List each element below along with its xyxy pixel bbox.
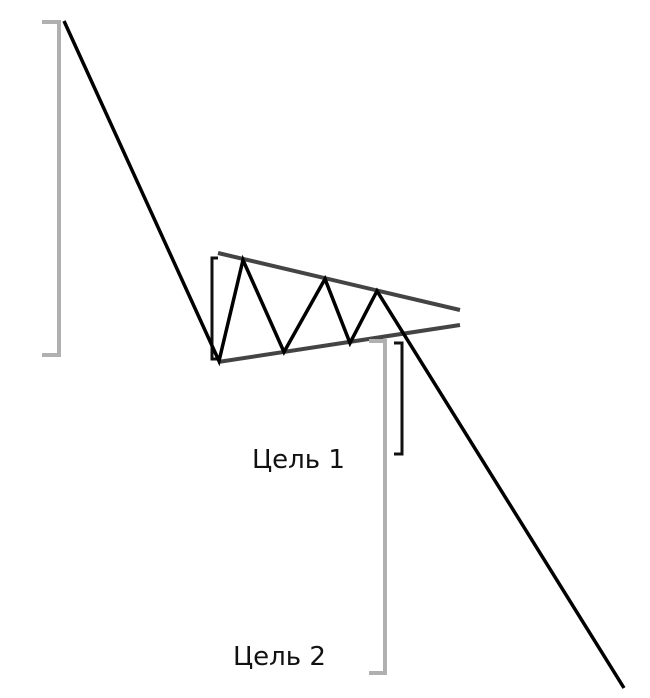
price-line	[62, 20, 626, 689]
pennant-width-bracket	[210, 256, 218, 361]
target1-label: Цель 1	[252, 445, 345, 475]
flagpole-height-bracket	[42, 20, 61, 357]
pennant-upper-trendline	[217, 251, 461, 312]
pennant-lower-trendline	[217, 323, 461, 364]
target2-label: Цель 2	[233, 642, 326, 672]
target1-bracket	[394, 341, 404, 456]
target2-bracket	[369, 339, 387, 675]
